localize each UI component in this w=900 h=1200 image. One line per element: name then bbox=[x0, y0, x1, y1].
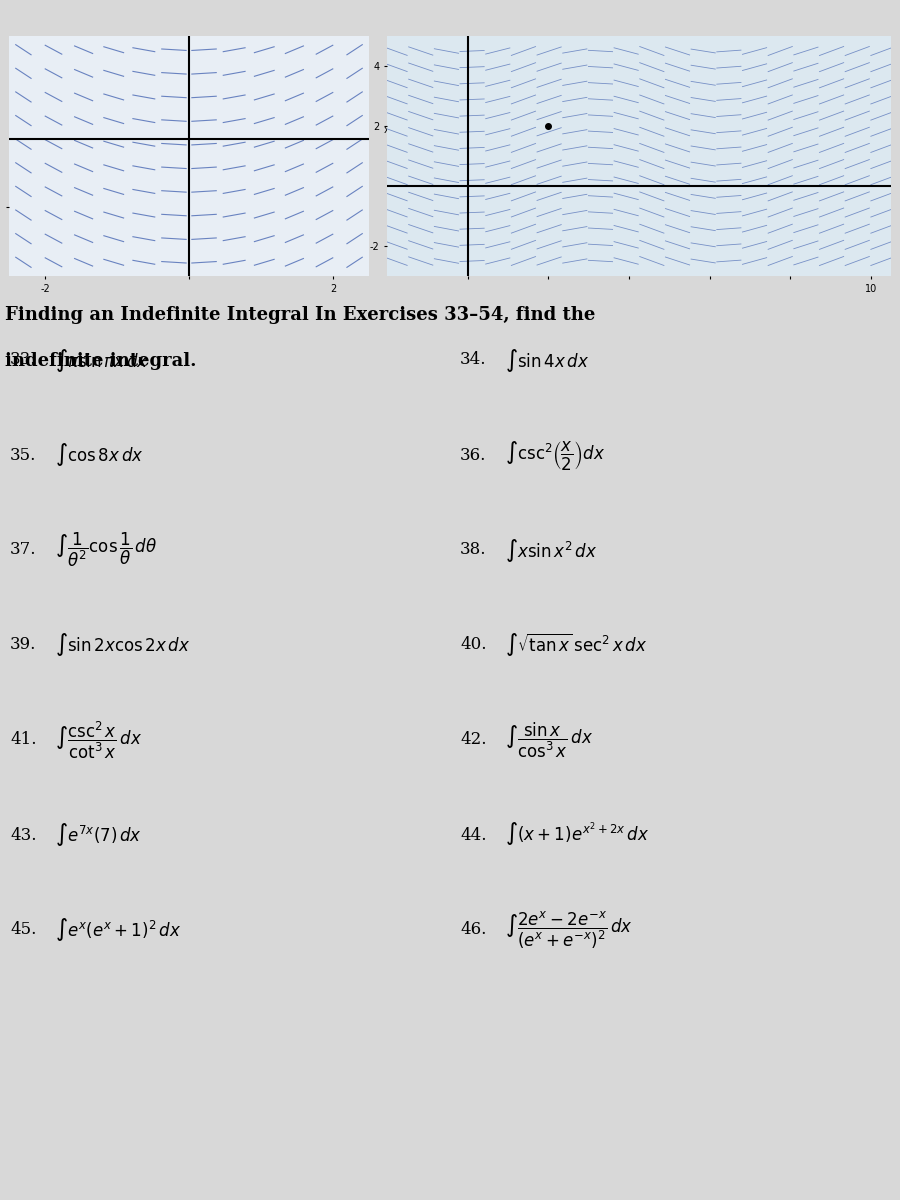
Text: $\int (x+1)e^{x^2+2x}\, dx$: $\int (x+1)e^{x^2+2x}\, dx$ bbox=[505, 821, 650, 850]
Text: 46.: 46. bbox=[460, 922, 486, 938]
Text: $\int \dfrac{\csc^2 x}{\cot^3 x}\, dx$: $\int \dfrac{\csc^2 x}{\cot^3 x}\, dx$ bbox=[55, 719, 142, 761]
Text: $\int \csc^2\!\left(\dfrac{x}{2}\right) dx$: $\int \csc^2\!\left(\dfrac{x}{2}\right) … bbox=[505, 438, 605, 472]
Text: 39.: 39. bbox=[10, 636, 36, 654]
Text: $\int e^x(e^x + 1)^2\, dx$: $\int e^x(e^x + 1)^2\, dx$ bbox=[55, 917, 182, 943]
Text: 38.: 38. bbox=[460, 541, 487, 558]
Text: $\int \sin 4x\, dx$: $\int \sin 4x\, dx$ bbox=[505, 347, 590, 373]
Text: Finding an Indefinite Integral In Exercises 33–54, find the: Finding an Indefinite Integral In Exerci… bbox=[5, 306, 596, 324]
Text: 43.: 43. bbox=[10, 827, 37, 844]
Text: $\int x \sin x^2\, dx$: $\int x \sin x^2\, dx$ bbox=[505, 536, 598, 564]
Text: $\int \sin 2x \cos 2x\, dx$: $\int \sin 2x \cos 2x\, dx$ bbox=[55, 631, 191, 659]
Text: 33.: 33. bbox=[10, 352, 37, 368]
Text: 45.: 45. bbox=[10, 922, 36, 938]
Text: $\int \pi \sin \pi x\, dx$: $\int \pi \sin \pi x\, dx$ bbox=[55, 347, 148, 373]
Text: 40.: 40. bbox=[460, 636, 487, 654]
Text: $\int \cos 8x\, dx$: $\int \cos 8x\, dx$ bbox=[55, 442, 144, 468]
Text: 44.: 44. bbox=[460, 827, 487, 844]
Text: 35.: 35. bbox=[10, 446, 36, 463]
Text: $\int \sqrt{\tan x}\, \sec^2 x\, dx$: $\int \sqrt{\tan x}\, \sec^2 x\, dx$ bbox=[505, 631, 647, 659]
Text: 34.: 34. bbox=[460, 352, 487, 368]
Text: 36.: 36. bbox=[460, 446, 486, 463]
Text: 37.: 37. bbox=[10, 541, 37, 558]
Text: $\int \dfrac{2e^x - 2e^{-x}}{(e^x + e^{-x})^2}\, dx$: $\int \dfrac{2e^x - 2e^{-x}}{(e^x + e^{-… bbox=[505, 910, 633, 950]
Text: indefinite integral.: indefinite integral. bbox=[5, 352, 196, 370]
Text: $\int \dfrac{\sin x}{\cos^3 x}\, dx$: $\int \dfrac{\sin x}{\cos^3 x}\, dx$ bbox=[505, 720, 593, 760]
Text: 42.: 42. bbox=[460, 732, 487, 749]
Text: $\int \dfrac{1}{\theta^2} \cos \dfrac{1}{\theta}\, d\theta$: $\int \dfrac{1}{\theta^2} \cos \dfrac{1}… bbox=[55, 530, 158, 569]
Text: $\int e^{7x}(7)\, dx$: $\int e^{7x}(7)\, dx$ bbox=[55, 822, 142, 848]
Text: x: x bbox=[383, 125, 389, 136]
Text: 41.: 41. bbox=[10, 732, 37, 749]
